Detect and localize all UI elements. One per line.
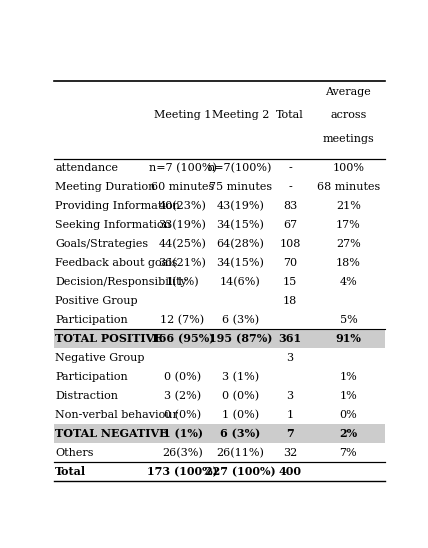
Text: Total: Total	[276, 110, 304, 121]
Text: 91%: 91%	[336, 334, 361, 345]
Text: 17%: 17%	[336, 220, 361, 230]
Text: TOTAL NEGATIVE: TOTAL NEGATIVE	[55, 429, 168, 439]
Text: 108: 108	[279, 239, 301, 249]
Text: Positive Group: Positive Group	[55, 296, 138, 306]
Text: 173 (100%): 173 (100%)	[147, 466, 218, 477]
Text: TOTAL POSITIVE: TOTAL POSITIVE	[55, 334, 163, 345]
Text: n=7(100%): n=7(100%)	[208, 163, 273, 173]
Text: 34(15%): 34(15%)	[216, 258, 264, 268]
Text: -: -	[288, 182, 292, 192]
Text: 64(28%): 64(28%)	[216, 239, 264, 249]
Text: 36(21%): 36(21%)	[159, 258, 206, 268]
Text: 27%: 27%	[336, 239, 361, 249]
Text: Non-verbal behaviour: Non-verbal behaviour	[55, 410, 178, 420]
Text: attendance: attendance	[55, 163, 118, 173]
Text: 4%: 4%	[339, 277, 357, 287]
Text: Meeting 1: Meeting 1	[154, 110, 211, 121]
Text: 0 (0%): 0 (0%)	[222, 391, 259, 401]
Text: 26(11%): 26(11%)	[216, 448, 264, 458]
Text: Negative Group: Negative Group	[55, 353, 145, 363]
Text: 44(25%): 44(25%)	[159, 239, 206, 249]
Text: 40(23%): 40(23%)	[159, 201, 206, 211]
Text: Seeking Information: Seeking Information	[55, 220, 171, 230]
Text: Others: Others	[55, 448, 94, 458]
Text: 18%: 18%	[336, 258, 361, 268]
Text: 33(19%): 33(19%)	[159, 220, 206, 230]
Text: 7: 7	[286, 429, 294, 439]
Text: Goals/Strategies: Goals/Strategies	[55, 239, 148, 249]
Text: 1: 1	[286, 410, 294, 420]
Text: 0%: 0%	[339, 410, 357, 420]
Text: 15: 15	[283, 277, 297, 287]
Text: 3: 3	[286, 391, 294, 401]
Text: 195 (87%): 195 (87%)	[208, 334, 272, 345]
Text: 43(19%): 43(19%)	[216, 201, 264, 211]
Bar	[54, 424, 385, 443]
Text: -: -	[288, 163, 292, 173]
Text: 21%: 21%	[336, 201, 361, 211]
Text: Participation: Participation	[55, 372, 128, 382]
Text: 400: 400	[279, 466, 301, 477]
Text: Decision/Responsibility: Decision/Responsibility	[55, 277, 187, 287]
Text: 0 (0%): 0 (0%)	[164, 410, 201, 420]
Text: 1(1%): 1(1%)	[166, 277, 199, 287]
Text: 5%: 5%	[339, 315, 357, 325]
Text: 75 minutes: 75 minutes	[209, 182, 272, 192]
Text: 3 (1%): 3 (1%)	[222, 372, 259, 382]
Text: 1 (1%): 1 (1%)	[163, 429, 202, 439]
Text: 60 minutes: 60 minutes	[151, 182, 214, 192]
Text: 6 (3%): 6 (3%)	[220, 429, 260, 439]
Text: 67: 67	[283, 220, 297, 230]
Text: Average

across

meetings: Average across meetings	[323, 87, 374, 144]
Text: Participation: Participation	[55, 315, 128, 325]
Text: 227 (100%): 227 (100%)	[205, 466, 276, 477]
Bar	[54, 329, 385, 349]
Text: 0 (0%): 0 (0%)	[164, 372, 201, 382]
Text: Total: Total	[55, 466, 86, 477]
Text: Meeting 2: Meeting 2	[211, 110, 269, 121]
Text: 14(6%): 14(6%)	[220, 277, 261, 287]
Text: 12 (7%): 12 (7%)	[160, 315, 205, 325]
Text: 166 (95%): 166 (95%)	[151, 334, 214, 345]
Text: 1%: 1%	[339, 372, 357, 382]
Text: Distraction: Distraction	[55, 391, 118, 401]
Text: 68 minutes: 68 minutes	[317, 182, 380, 192]
Text: 100%: 100%	[333, 163, 364, 173]
Text: 3: 3	[286, 353, 294, 363]
Text: 26(3%): 26(3%)	[162, 448, 203, 458]
Text: Meeting Duration: Meeting Duration	[55, 182, 155, 192]
Text: Providing Information: Providing Information	[55, 201, 180, 211]
Text: 1%: 1%	[339, 391, 357, 401]
Text: 70: 70	[283, 258, 297, 268]
Text: n=7 (100%): n=7 (100%)	[149, 163, 217, 173]
Text: 2%: 2%	[339, 429, 357, 439]
Text: 3 (2%): 3 (2%)	[164, 391, 201, 401]
Text: Feedback about goals: Feedback about goals	[55, 258, 178, 268]
Text: 7%: 7%	[339, 448, 357, 458]
Text: 34(15%): 34(15%)	[216, 220, 264, 230]
Text: 32: 32	[283, 448, 297, 458]
Text: 18: 18	[283, 296, 297, 306]
Text: 6 (3%): 6 (3%)	[222, 315, 259, 325]
Text: 361: 361	[279, 334, 302, 345]
Text: 83: 83	[283, 201, 297, 211]
Text: 1 (0%): 1 (0%)	[222, 410, 259, 420]
